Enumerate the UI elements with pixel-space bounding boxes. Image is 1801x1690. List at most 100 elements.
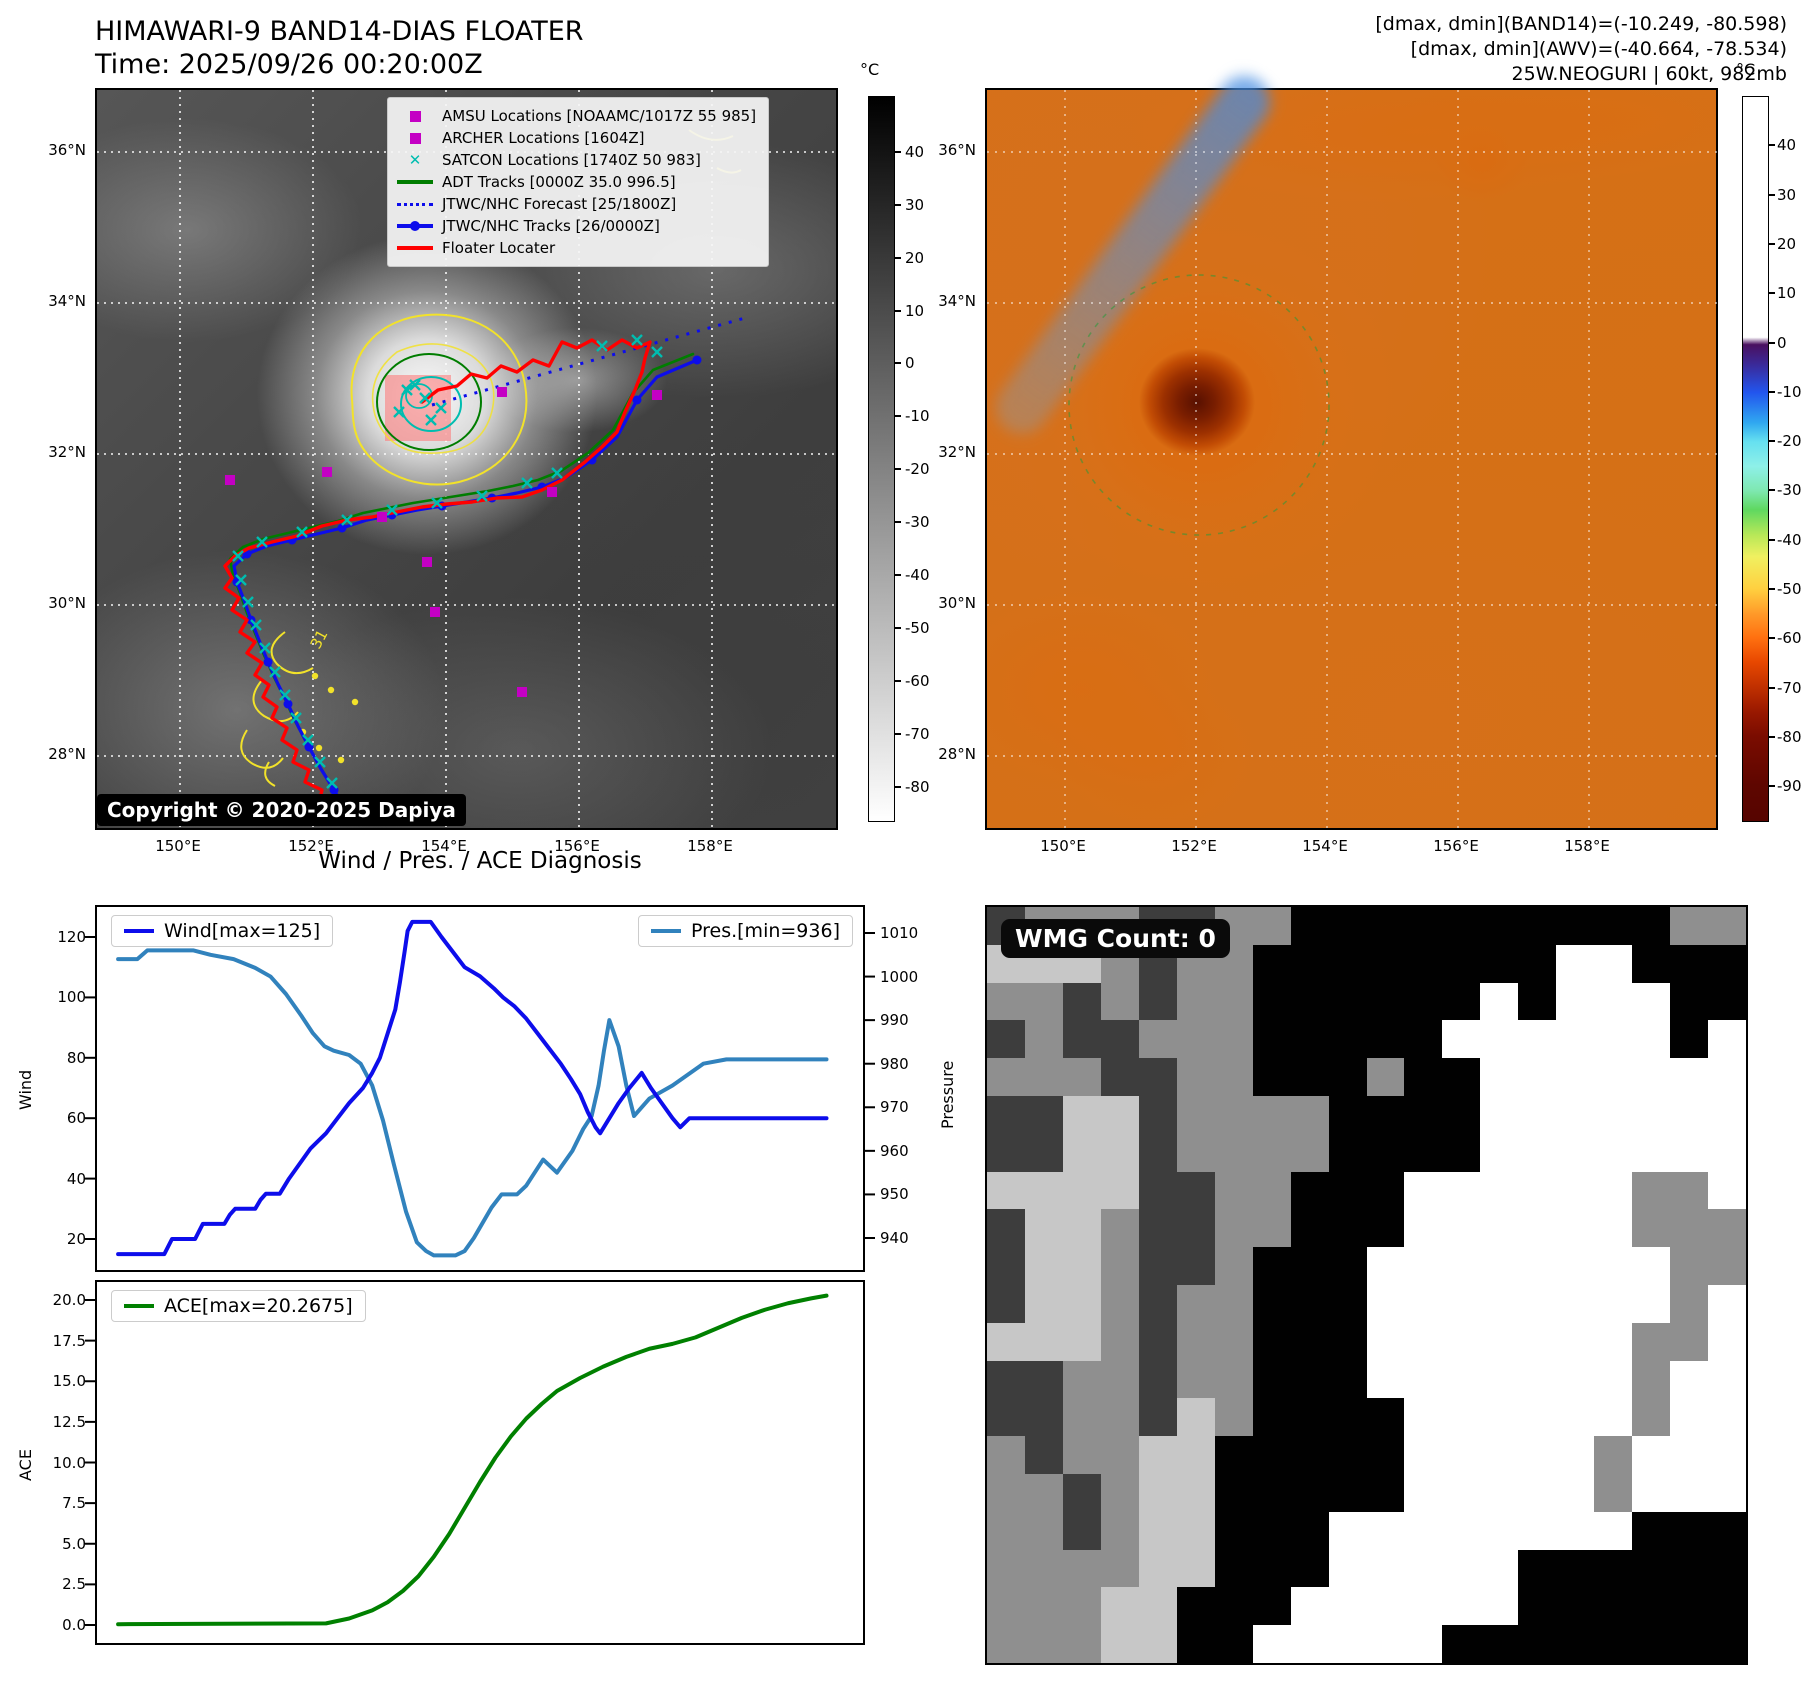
wmg-grid-cell bbox=[1632, 1284, 1671, 1323]
wmg-grid-cell bbox=[1518, 1171, 1557, 1210]
wmg-grid-cell bbox=[1176, 1436, 1215, 1474]
wmg-grid-cell bbox=[1214, 1360, 1253, 1399]
header-right: [dmax, dmin](BAND14)=(-10.249, -80.598) … bbox=[1375, 12, 1787, 87]
wmg-grid-cell bbox=[1670, 1284, 1709, 1323]
wmg-grid-cell bbox=[1290, 1058, 1329, 1096]
wmg-grid-cell bbox=[1670, 1625, 1709, 1663]
wmg-grid-cell bbox=[1176, 1095, 1215, 1134]
wmg-grid-cell bbox=[1708, 1209, 1746, 1248]
wmg-grid-cell bbox=[1024, 1473, 1063, 1512]
pressure-axis-tick: 980 bbox=[880, 1054, 909, 1073]
wmg-grid-cell bbox=[1480, 1360, 1519, 1399]
wmg-grid-cell bbox=[1024, 1058, 1063, 1096]
wmg-grid-cell bbox=[987, 1171, 1025, 1210]
wmg-grid-cell bbox=[1556, 1247, 1595, 1285]
wind-axis-tick: 120 bbox=[57, 928, 86, 946]
wmg-grid-cell bbox=[1708, 1247, 1746, 1285]
awv-colorbar-tick: 40 bbox=[1777, 136, 1797, 155]
band14-colorbar-tickmark bbox=[895, 362, 901, 365]
wmg-grid-cell bbox=[1024, 1436, 1063, 1474]
band14-colorbar-tickmark bbox=[895, 203, 901, 206]
wmg-grid-cell bbox=[1138, 1209, 1177, 1248]
wmg-grid-cell bbox=[1556, 1473, 1595, 1512]
wmg-grid-cell bbox=[1290, 1020, 1329, 1059]
wmg-grid-cell bbox=[1100, 1398, 1139, 1437]
wmg-grid-cell bbox=[1214, 1549, 1253, 1588]
band14-colorbar-tick: -10 bbox=[905, 407, 930, 426]
awv-colorbar-tick: -20 bbox=[1777, 432, 1801, 451]
wmg-grid-cell bbox=[1632, 1058, 1671, 1096]
wmg-grid-cell bbox=[987, 1095, 1025, 1134]
wmg-grid-cell bbox=[1100, 982, 1139, 1021]
wmg-grid-cell bbox=[1176, 982, 1215, 1021]
wmg-grid-cell bbox=[1100, 1625, 1139, 1663]
wmg-grid-cell bbox=[1366, 1360, 1405, 1399]
awv-colorbar-tick: -40 bbox=[1777, 530, 1801, 549]
wmg-grid-cell bbox=[1062, 1095, 1101, 1134]
wmg-grid-cell bbox=[1252, 982, 1291, 1021]
wmg-grid-cell bbox=[1328, 1171, 1367, 1210]
wmg-grid-cell bbox=[1366, 1322, 1405, 1361]
wmg-grid-cell bbox=[1366, 1436, 1405, 1474]
band14-lat-tick: 34°N bbox=[48, 292, 86, 310]
wind-legend-label: Wind[max=125] bbox=[164, 920, 321, 942]
ace-legend-label: ACE[max=20.2675] bbox=[164, 1295, 353, 1317]
map-legend: AMSU Locations [NOAAMC/1017Z 55 985] ARCH… bbox=[387, 97, 770, 267]
pressure-legend: Pres.[min=936] bbox=[638, 915, 853, 947]
band14-colorbar-tickmark bbox=[895, 785, 901, 788]
wmg-grid-cell bbox=[1176, 1284, 1215, 1323]
wmg-panel: WMG Count: 0 bbox=[985, 905, 1748, 1665]
wmg-grid-cell bbox=[1708, 1322, 1746, 1361]
wmg-grid-cell bbox=[1214, 1322, 1253, 1361]
wmg-grid-cell bbox=[1404, 944, 1443, 983]
wmg-grid-cell bbox=[1632, 1511, 1671, 1550]
awv-colorbar-tickmark bbox=[1769, 390, 1775, 393]
ace-axis-tick: 5.0 bbox=[62, 1534, 86, 1553]
wmg-grid-cell bbox=[1708, 944, 1746, 983]
band14-lat-tick: 32°N bbox=[48, 443, 86, 461]
legend-item-label: Floater Locater bbox=[442, 239, 556, 257]
pressure-legend-label: Pres.[min=936] bbox=[691, 920, 840, 942]
wmg-grid-cell bbox=[1556, 1511, 1595, 1550]
wmg-grid-cell bbox=[1328, 944, 1367, 983]
wmg-grid-cell bbox=[1404, 1020, 1443, 1059]
wmg-grid-cell bbox=[1138, 982, 1177, 1021]
legend-item: AMSU Locations [NOAAMC/1017Z 55 985] bbox=[397, 105, 756, 127]
awv-colorbar-tickmark bbox=[1769, 686, 1775, 689]
wmg-grid-cell bbox=[1100, 1322, 1139, 1361]
legend-item-label: SATCON Locations [1740Z 50 983] bbox=[442, 151, 701, 169]
wmg-grid-cell bbox=[1404, 1625, 1443, 1663]
wmg-grid-cell bbox=[1062, 1133, 1101, 1172]
storm-status-readout: 25W.NEOGURI | 60kt, 982mb bbox=[1511, 63, 1787, 86]
wmg-grid-cell bbox=[1404, 982, 1443, 1021]
wmg-grid-cell bbox=[1328, 1322, 1367, 1361]
wmg-grid-cell bbox=[1138, 1625, 1177, 1663]
pressure-legend-line bbox=[651, 929, 681, 933]
wmg-grid-cell bbox=[1404, 907, 1443, 945]
legend-item: JTWC/NHC Forecast [25/1800Z] bbox=[397, 193, 756, 215]
wmg-grid-cell bbox=[1138, 1511, 1177, 1550]
wmg-grid-cell bbox=[1024, 1284, 1063, 1323]
wmg-grid-cell bbox=[1556, 1171, 1595, 1210]
wmg-grid-cell bbox=[1632, 1095, 1671, 1134]
wmg-grid-cell bbox=[1632, 1398, 1671, 1437]
copyright-badge: Copyright © 2020-2025 Dapiya bbox=[97, 794, 466, 826]
ace-axis-tick: 10.0 bbox=[52, 1453, 86, 1472]
wmg-grid-cell bbox=[1328, 1020, 1367, 1059]
awv-colorbar-tickmark bbox=[1769, 440, 1775, 443]
wmg-grid-cell bbox=[1518, 944, 1557, 983]
awv-colorbar-tick: -30 bbox=[1777, 481, 1801, 500]
wmg-grid-cell bbox=[1708, 1171, 1746, 1210]
wmg-grid-cell bbox=[1366, 1058, 1405, 1096]
wmg-grid-cell bbox=[1594, 1625, 1633, 1663]
wmg-grid-cell bbox=[1480, 1247, 1519, 1285]
wmg-grid-cell bbox=[1670, 1171, 1709, 1210]
wmg-grid-cell bbox=[1518, 1360, 1557, 1399]
wmg-grid-cell bbox=[1366, 1209, 1405, 1248]
wmg-grid-cell bbox=[1442, 1511, 1481, 1550]
wmg-grid-cell bbox=[1100, 1171, 1139, 1210]
wmg-grid-cell bbox=[1594, 944, 1633, 983]
wmg-grid-cell bbox=[1024, 1549, 1063, 1588]
wmg-grid-cell bbox=[1708, 1549, 1746, 1588]
wmg-grid-cell bbox=[1366, 944, 1405, 983]
